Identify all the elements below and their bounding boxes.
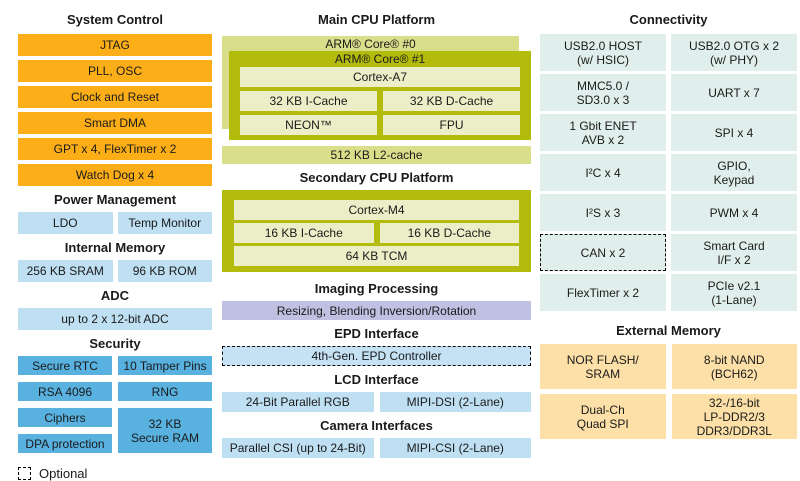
block-a7-icache: 32 KB I-Cache [240, 91, 377, 111]
block-usb-host: USB2.0 HOST (w/ HSIC) [540, 34, 666, 71]
block-gpio-keypad: GPIO, Keypad [671, 154, 797, 191]
block-mmc-sd: MMC5.0 / SD3.0 x 3 [540, 74, 666, 111]
block-temp-monitor: Temp Monitor [117, 212, 212, 234]
block-rom: 96 KB ROM [117, 260, 212, 282]
block-m4-icache: 16 KB I-Cache [234, 223, 374, 243]
block-spi: SPI x 4 [671, 114, 797, 151]
block-nor-flash: NOR FLASH/ SRAM [540, 344, 666, 389]
legend-label: Optional [39, 466, 88, 481]
block-smart-dma: Smart DMA [18, 112, 212, 134]
block-ldo: LDO [18, 212, 113, 234]
block-pcie: PCIe v2.1 (1-Lane) [671, 274, 797, 311]
block-nand: 8-bit NAND (BCH62) [671, 344, 797, 389]
block-quad-spi: Dual-Ch Quad SPI [540, 394, 666, 439]
column-left: System Control JTAG PLL, OSC Clock and R… [18, 8, 212, 481]
section-title-imaging: Imaging Processing [314, 281, 439, 296]
block-tcm: 64 KB TCM [234, 246, 519, 266]
arm-core-1-label: ARM® Core® #1 [334, 52, 426, 66]
block-sram: 256 KB SRAM [18, 260, 113, 282]
block-a7-dcache: 32 KB D-Cache [383, 91, 520, 111]
section-title-epd: EPD Interface [334, 326, 419, 341]
arm-core-0-label: ARM® Core® #0 [325, 37, 416, 51]
block-dpa-protection: DPA protection [18, 434, 112, 453]
section-title-connectivity: Connectivity [629, 12, 708, 27]
section-title-main-cpu: Main CPU Platform [317, 12, 435, 27]
block-i2s: I²S x 3 [540, 194, 666, 231]
block-parallel-csi: Parallel CSI (up to 24-Bit) [222, 438, 374, 458]
optional-dashed-box-icon [18, 467, 31, 480]
main-cpu-cluster: ARM® Core® #0 ARM® Core® #1 Cortex-A7 32… [222, 36, 531, 140]
block-cortex-a7: Cortex-A7 [240, 67, 520, 87]
block-fpu: FPU [383, 115, 520, 135]
section-title-external-memory: External Memory [616, 323, 721, 338]
block-parallel-rgb: 24-Bit Parallel RGB [222, 392, 374, 412]
block-rng: RNG [118, 382, 212, 401]
block-flextimer: FlexTimer x 2 [540, 274, 666, 311]
block-can-optional: CAN x 2 [540, 234, 666, 271]
block-pll-osc: PLL, OSC [18, 60, 212, 82]
block-jtag: JTAG [18, 34, 212, 56]
block-smart-card: Smart Card I/F x 2 [671, 234, 797, 271]
block-ddr: 32-/16-bit LP-DDR2/3 DDR3/DDR3L [671, 394, 797, 439]
block-secure-ram: 32 KB Secure RAM [118, 408, 212, 453]
block-pwm: PWM x 4 [671, 194, 797, 231]
security-grid: Secure RTC 10 Tamper Pins RSA 4096 RNG C… [18, 356, 212, 453]
section-title-lcd: LCD Interface [334, 372, 419, 387]
section-title-camera: Camera Interfaces [320, 418, 433, 433]
column-middle: Main CPU Platform ARM® Core® #0 ARM® Cor… [222, 8, 531, 458]
section-title-adc: ADC [100, 288, 130, 303]
block-rsa: RSA 4096 [18, 382, 112, 401]
column-right: Connectivity USB2.0 HOST (w/ HSIC) USB2.… [540, 8, 797, 444]
block-adc: up to 2 x 12-bit ADC [18, 308, 212, 330]
block-l2-cache: 512 KB L2-cache [222, 146, 531, 164]
block-uart: UART x 7 [671, 74, 797, 111]
section-title-internal-memory: Internal Memory [64, 240, 166, 255]
block-m4-dcache: 16 KB D-Cache [379, 223, 519, 243]
block-usb-otg: USB2.0 OTG x 2 (w/ PHY) [671, 34, 797, 71]
block-imaging: Resizing, Blending Inversion/Rotation [222, 301, 531, 320]
secondary-cpu-cluster: Cortex-M4 16 KB I-Cache 16 KB D-Cache 64… [222, 190, 531, 272]
section-title-security: Security [89, 336, 141, 351]
section-title-system-control: System Control [66, 12, 164, 27]
legend-optional: Optional [18, 466, 212, 481]
block-enet-avb: 1 Gbit ENET AVB x 2 [540, 114, 666, 151]
block-mipi-csi: MIPI-CSI (2-Lane) [379, 438, 531, 458]
block-tamper-pins: 10 Tamper Pins [118, 356, 212, 375]
block-watchdog: Watch Dog x 4 [18, 164, 212, 186]
block-ciphers: Ciphers [18, 408, 112, 427]
block-cortex-m4: Cortex-M4 [234, 200, 519, 220]
block-epd-controller: 4th-Gen. EPD Controller [222, 346, 531, 366]
block-secure-rtc: Secure RTC [18, 356, 112, 375]
block-neon: NEON™ [240, 115, 377, 135]
section-title-power-management: Power Management [53, 192, 177, 207]
block-mipi-dsi: MIPI-DSI (2-Lane) [379, 392, 531, 412]
block-clock-reset: Clock and Reset [18, 86, 212, 108]
block-arm-core-1: ARM® Core® #1 Cortex-A7 32 KB I-Cache 32… [229, 51, 531, 140]
block-gpt-flextimer: GPT x 4, FlexTimer x 2 [18, 138, 212, 160]
block-i2c: I²C x 4 [540, 154, 666, 191]
section-title-secondary-cpu: Secondary CPU Platform [299, 170, 454, 185]
